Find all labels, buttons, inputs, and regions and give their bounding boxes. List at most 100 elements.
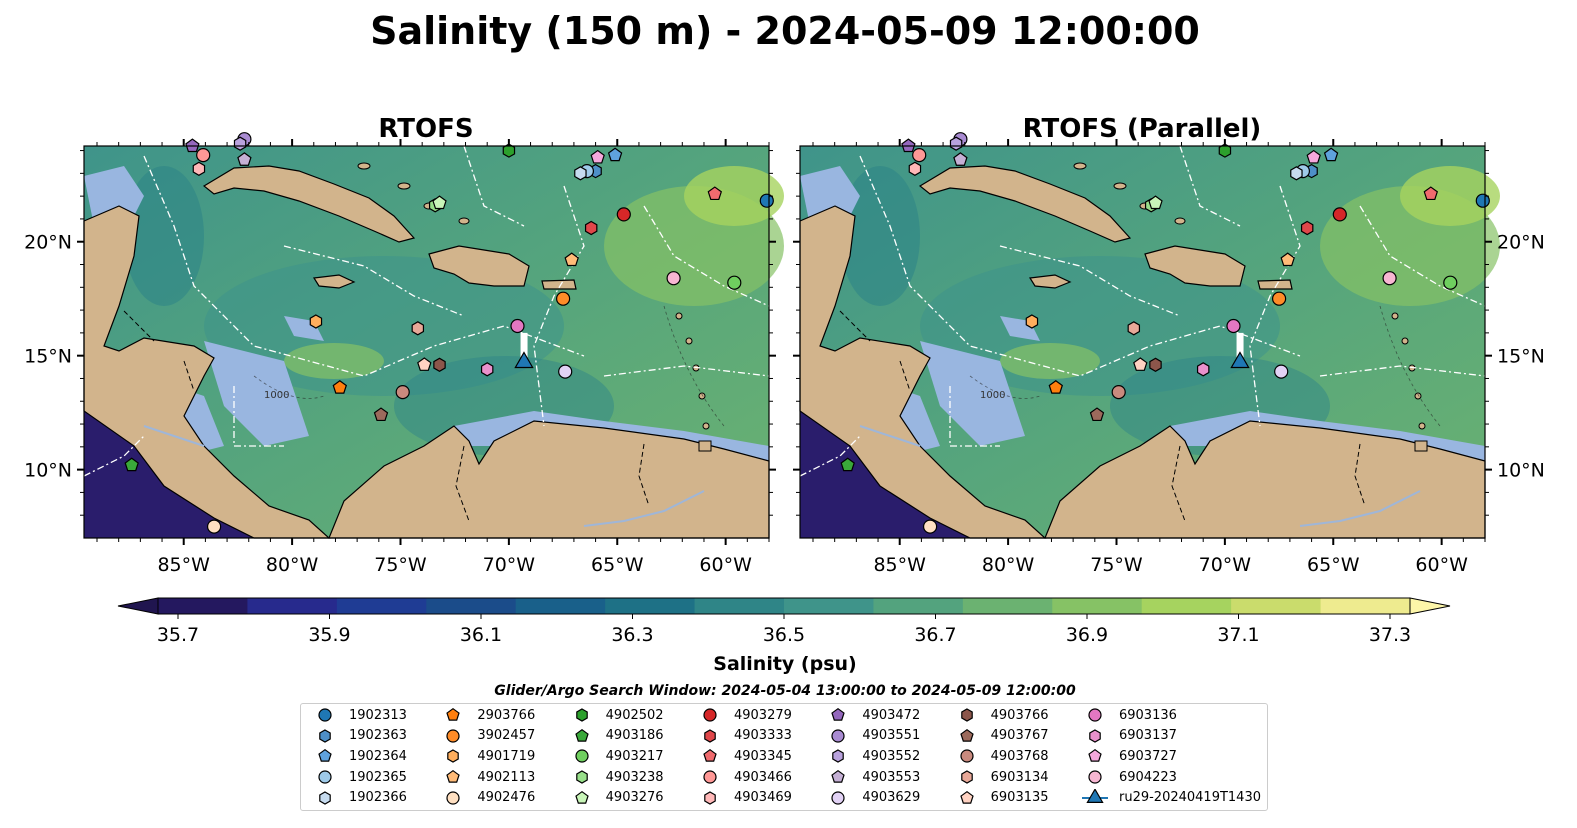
colorbar-extend-min [118, 598, 158, 614]
float-marker-3902457[interactable] [1273, 292, 1286, 305]
legend-label: 4903766 [991, 708, 1049, 723]
legend-item-1902366: 1902366 [311, 787, 439, 808]
legend-item-4903551: 4903551 [824, 726, 952, 747]
hexagon-marker [412, 322, 423, 335]
float-marker-4903629[interactable] [1275, 365, 1288, 378]
land-lesser-antilles [1419, 423, 1425, 429]
circle-marker [1112, 386, 1125, 399]
legend-item-4903766: 4903766 [953, 705, 1081, 726]
legend-label: 4902502 [606, 708, 664, 723]
hexagon-marker [950, 137, 961, 150]
lat-tick-label: 15°N [24, 346, 72, 368]
legend-label: 4903551 [862, 728, 920, 743]
legend-label: 1902366 [349, 790, 407, 805]
map-panel-rtofs[interactable]: 1000 85°W 80°W 75°W 70°W 65°W 60°W 10°N 15°N 20°… [24, 133, 784, 576]
hexagon-marker [1291, 167, 1302, 180]
lat-tick-label: 15°N [1497, 346, 1545, 368]
float-marker-4903217[interactable] [728, 276, 741, 289]
circle-marker [208, 520, 221, 533]
circle-swatch [704, 771, 716, 783]
legend-label: 1902313 [349, 708, 407, 723]
float-marker-4903466[interactable] [913, 149, 926, 162]
hexagon-swatch [961, 771, 971, 783]
lon-tick-label: 80°W [982, 554, 1035, 576]
float-marker-4903279[interactable] [1333, 208, 1346, 221]
float-marker-4903768[interactable] [1112, 386, 1125, 399]
float-marker-4903768[interactable] [396, 386, 409, 399]
float-marker-4901719[interactable] [1026, 315, 1037, 328]
float-marker-6903137[interactable] [1198, 363, 1209, 376]
legend-item-3902457: 3902457 [439, 726, 567, 747]
land-lesser-antilles [1392, 313, 1398, 319]
lon-tick-label: 70°W [483, 554, 536, 576]
pentagon-swatch [832, 771, 844, 782]
float-marker-1902366[interactable] [575, 167, 586, 180]
circle-swatch [832, 792, 844, 804]
salinity-high-patch [284, 343, 384, 379]
float-marker-6903134[interactable] [412, 322, 423, 335]
float-marker-3902457[interactable] [557, 292, 570, 305]
float-marker-6903137[interactable] [482, 363, 493, 376]
circle-swatch [447, 792, 459, 804]
float-marker-1902366[interactable] [1291, 167, 1302, 180]
float-marker-4902476[interactable] [208, 520, 221, 533]
legend-label: 3902457 [477, 728, 535, 743]
pentagon-swatch [447, 709, 459, 720]
land-lesser-antilles [699, 393, 705, 399]
float-marker-4903217[interactable] [1444, 276, 1457, 289]
lon-tick-label: 75°W [374, 554, 427, 576]
land-lesser-antilles [1402, 338, 1408, 344]
float-marker-4901719[interactable] [310, 315, 321, 328]
float-marker-6904223[interactable] [667, 272, 680, 285]
float-marker-6903136[interactable] [1227, 320, 1240, 333]
float-marker-6903134[interactable] [1128, 322, 1139, 335]
colorbar-segment [873, 598, 963, 614]
pentagon-swatch [447, 771, 459, 782]
float-marker-4903472[interactable] [902, 139, 915, 151]
hexagon-marker [193, 162, 204, 175]
colorbar-segment [158, 598, 248, 614]
float-marker-4903629[interactable] [559, 365, 572, 378]
float-marker-4903469[interactable] [909, 162, 920, 175]
pentagon-swatch [961, 730, 973, 741]
land-lesser-antilles [1415, 393, 1421, 399]
map-panel-rtofs-parallel[interactable]: 1000 85°W 80°W 75°W 70°W 65°W 60°W 10°N 15°N 20°… [793, 133, 1545, 576]
float-marker-4903333[interactable] [586, 222, 597, 235]
circle-swatch [961, 750, 973, 762]
float-marker-4903469[interactable] [193, 162, 204, 175]
float-marker-4903472[interactable] [186, 139, 199, 151]
lon-tick-label: 85°W [873, 554, 926, 576]
float-marker-4903279[interactable] [617, 208, 630, 221]
hexagon-swatch [705, 792, 715, 804]
colorbar: 35.7 35.9 36.1 36.3 36.5 36.7 36.9 37.1 37.3 [118, 598, 1450, 646]
legend-label: 1902364 [349, 749, 407, 764]
legend-label: 6903135 [991, 790, 1049, 805]
float-marker-4903766[interactable] [1150, 358, 1161, 371]
legend-item-6903137: 6903137 [1081, 726, 1261, 747]
colorbar-tick-label: 36.5 [763, 624, 805, 646]
legend-item-4903472: 4903472 [824, 705, 952, 726]
float-marker-6904223[interactable] [1383, 272, 1396, 285]
lon-tick-label: 80°W [266, 554, 319, 576]
lat-tick-label: 20°N [24, 232, 72, 254]
float-marker-4902476[interactable] [924, 520, 937, 533]
float-marker-4903552[interactable] [950, 137, 961, 150]
land-trinidad [1415, 441, 1427, 451]
circle-marker [667, 272, 680, 285]
colorbar-tick-label: 36.7 [914, 624, 956, 646]
float-marker-4903552[interactable] [234, 137, 245, 150]
legend-item-4903629: 4903629 [824, 787, 952, 808]
float-marker-4903466[interactable] [197, 149, 210, 162]
lon-tick-label: 60°W [699, 554, 752, 576]
circle-marker [197, 149, 210, 162]
circle-marker [1333, 208, 1346, 221]
float-marker-4903766[interactable] [434, 358, 445, 371]
hexagon-swatch [961, 709, 971, 721]
legend-item-1902363: 1902363 [311, 726, 439, 747]
float-marker-4903333[interactable] [1302, 222, 1313, 235]
circle-swatch [319, 771, 331, 783]
contour-label: 1000 [980, 390, 1005, 401]
colorbar-segment [695, 598, 785, 614]
float-marker-6903136[interactable] [511, 320, 524, 333]
circle-marker [557, 292, 570, 305]
